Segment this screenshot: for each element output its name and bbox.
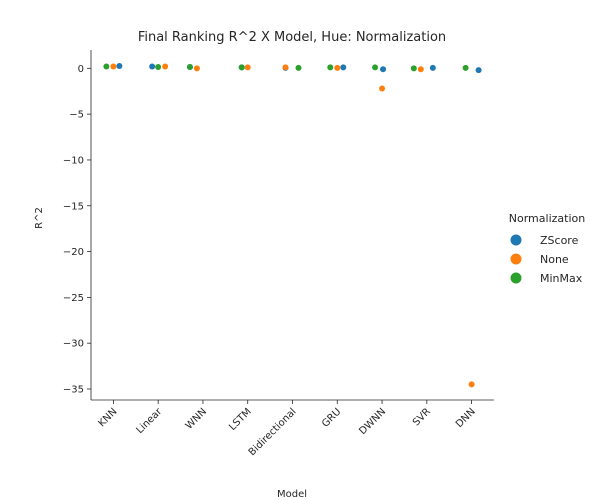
data-point-minmax — [295, 64, 302, 71]
legend-label-zscore: ZScore — [540, 234, 579, 247]
data-point-none — [110, 63, 117, 70]
y-tick-label: −25 — [63, 293, 84, 304]
x-tick-label: Bidirectional — [247, 406, 299, 458]
data-point-zscore — [429, 64, 436, 71]
legend-marker-minmax — [510, 272, 522, 284]
x-tick-label: GRU — [320, 406, 343, 429]
legend-label-minmax: MinMax — [540, 272, 583, 285]
data-point-zscore — [340, 64, 347, 71]
data-point-none — [468, 381, 475, 388]
x-tick-label: Linear — [135, 406, 165, 436]
x-tick-label: WNN — [184, 406, 209, 431]
data-point-none — [193, 65, 200, 72]
legend: Normalization ZScore None MinMax — [509, 212, 585, 285]
x-tick-label: DNN — [454, 406, 478, 430]
data-point-none — [334, 64, 341, 71]
data-point-minmax — [410, 65, 417, 72]
legend-marker-zscore — [510, 234, 522, 246]
data-point-none — [282, 64, 289, 71]
y-tick-label: −10 — [63, 155, 84, 166]
y-tick-label: −35 — [63, 385, 84, 396]
data-point-none — [417, 66, 424, 73]
chart-title: Final Ranking R^2 X Model, Hue: Normaliz… — [138, 30, 446, 45]
plot-area: 0 −5 −10 −15 −20 −25 −30 −35 KNN Linear WNN LSTMBid… — [63, 50, 494, 458]
data-point-minmax — [462, 64, 469, 71]
legend-label-none: None — [540, 253, 569, 266]
x-tick-label: SVR — [411, 406, 433, 428]
y-tick-label: −5 — [69, 110, 84, 121]
data-point-minmax — [372, 64, 379, 71]
y-tick-label: −15 — [63, 201, 84, 212]
legend-marker-none — [510, 253, 522, 265]
data-point-minmax — [327, 64, 334, 71]
x-tick-label: DWNN — [357, 406, 388, 437]
x-tick-label: LSTM — [227, 406, 254, 433]
data-point-none — [379, 85, 386, 92]
data-point-minmax — [238, 64, 245, 71]
data-point-zscore — [149, 63, 156, 70]
data-point-minmax — [155, 63, 162, 70]
y-axis-label: R^2 — [34, 207, 45, 229]
data-point-minmax — [103, 63, 110, 70]
data-point-minmax — [186, 63, 193, 70]
x-tick-label: KNN — [97, 406, 120, 429]
data-point-none — [162, 63, 169, 70]
y-tick-label: −20 — [63, 247, 84, 258]
data-point-none — [244, 64, 251, 71]
y-tick-label: −30 — [63, 339, 84, 350]
data-point-zscore — [116, 63, 123, 70]
x-axis-label: Model — [277, 489, 307, 500]
data-point-zscore — [475, 67, 482, 74]
data-point-zscore — [380, 66, 387, 73]
legend-title: Normalization — [509, 212, 585, 225]
y-tick-label: 0 — [78, 64, 84, 75]
